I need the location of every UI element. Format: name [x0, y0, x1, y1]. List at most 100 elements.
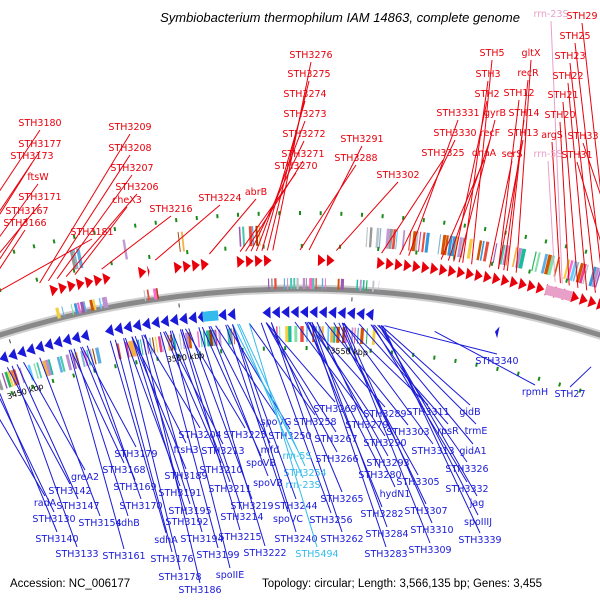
gc-tick — [72, 234, 76, 240]
gene-label: STH3271 — [281, 149, 324, 160]
forward-gene-arrow — [430, 262, 439, 275]
gene-label: recR — [517, 68, 539, 79]
gc-tick — [475, 362, 478, 367]
gene-label: STH3293 — [366, 458, 409, 469]
topology-text: Topology: circular; Length: 3,566,135 bp… — [262, 578, 542, 590]
cog-band — [457, 237, 463, 258]
gene-label: STH3225 — [223, 430, 266, 441]
leader-line — [503, 119, 525, 271]
cog-band — [327, 326, 330, 343]
gene-label: STH23 — [554, 51, 585, 62]
leader-line — [141, 334, 201, 584]
gene-label: STH3331 — [436, 108, 479, 119]
leader-line — [547, 160, 556, 282]
cog-band — [267, 278, 270, 290]
leader-line — [0, 397, 55, 513]
reverse-gene-arrow — [123, 320, 133, 333]
gc-tick — [564, 244, 568, 249]
gene-label: rrn-5S — [282, 451, 311, 462]
gene-label: STH3303 — [386, 427, 429, 438]
gene-label: STH3276 — [289, 50, 332, 61]
cog-band — [154, 336, 159, 353]
leader-line — [114, 339, 173, 553]
cog-band — [283, 278, 286, 290]
leader-line — [316, 321, 396, 488]
cog-band — [330, 326, 334, 343]
forward-gene-arrow — [75, 278, 85, 291]
gene-label: STH3173 — [10, 151, 53, 162]
forward-gene-arrow — [438, 263, 448, 276]
gene-label: STH3273 — [283, 109, 326, 120]
leader-line — [16, 364, 79, 500]
gene-label: STH3325 — [421, 148, 464, 159]
gc-tick — [558, 382, 562, 387]
leader-line — [181, 329, 243, 511]
leader-line — [23, 362, 86, 471]
cog-band — [408, 230, 412, 251]
cog-band — [139, 339, 144, 356]
gene-label: STH22 — [552, 71, 583, 82]
leader-line — [358, 323, 449, 425]
gc-tick — [0, 287, 2, 293]
cog-band — [391, 229, 397, 250]
reverse-gene-arrow — [337, 307, 346, 320]
cog-band — [566, 260, 574, 281]
leader-line — [372, 324, 468, 483]
cog-band — [378, 228, 382, 249]
gc-tick — [516, 371, 520, 376]
cog-band — [146, 289, 150, 301]
gene-label: spoIIIJ — [464, 517, 492, 528]
leader-line — [81, 346, 137, 448]
gene-label: STH3339 — [458, 535, 501, 546]
cog-band — [279, 326, 281, 343]
leader-line — [453, 100, 488, 262]
leader-line — [381, 159, 444, 254]
leader-line — [335, 181, 399, 251]
gc-tick — [10, 390, 14, 396]
gene-label: rrn-5S — [533, 149, 562, 160]
ruler-label: 3550 kbp — [330, 346, 368, 357]
gene-label: STH3284 — [365, 529, 408, 540]
cog-band — [160, 335, 165, 352]
rna-gene-arrow — [202, 310, 219, 322]
leader-line — [260, 322, 332, 514]
gc-tick — [463, 223, 467, 228]
leader-line — [384, 325, 498, 355]
cog-band — [218, 329, 222, 346]
leader-line — [209, 198, 257, 255]
gene-label: STH3154 — [78, 518, 121, 529]
cog-band — [177, 231, 181, 252]
leader-line — [265, 322, 336, 403]
cog-band — [7, 370, 14, 387]
cog-band — [0, 378, 4, 391]
leader-line — [0, 183, 39, 238]
cog-band — [371, 280, 375, 292]
leader-line — [225, 324, 289, 513]
gene-label: STH3161 — [102, 551, 145, 562]
leader-line — [0, 129, 41, 192]
gc-tick — [148, 254, 151, 260]
forward-gene-arrow — [509, 275, 519, 288]
leader-line — [447, 139, 491, 261]
gene-label: jag — [469, 498, 485, 509]
cog-band — [437, 234, 442, 255]
gc-tick — [528, 269, 531, 274]
cog-band — [324, 278, 326, 290]
gene-label: trmE — [465, 426, 488, 437]
leader-line — [308, 321, 386, 408]
forward-gene-arrow — [49, 284, 59, 297]
leader-line — [47, 154, 131, 282]
gene-label: STH13 — [507, 128, 538, 139]
cog-band — [202, 330, 206, 347]
gc-tick — [32, 244, 36, 249]
cog-band — [42, 360, 50, 377]
leader-line — [248, 323, 316, 416]
gene-label: STH3208 — [108, 143, 151, 154]
gene-label: STH3272 — [282, 129, 325, 140]
forward-gene-arrow — [535, 281, 545, 294]
gene-label: STH3254 — [283, 468, 326, 479]
leader-line — [0, 418, 46, 497]
gene-label: STH3207 — [110, 163, 153, 174]
cog-band — [572, 261, 580, 282]
gene-label: serS — [502, 149, 523, 160]
